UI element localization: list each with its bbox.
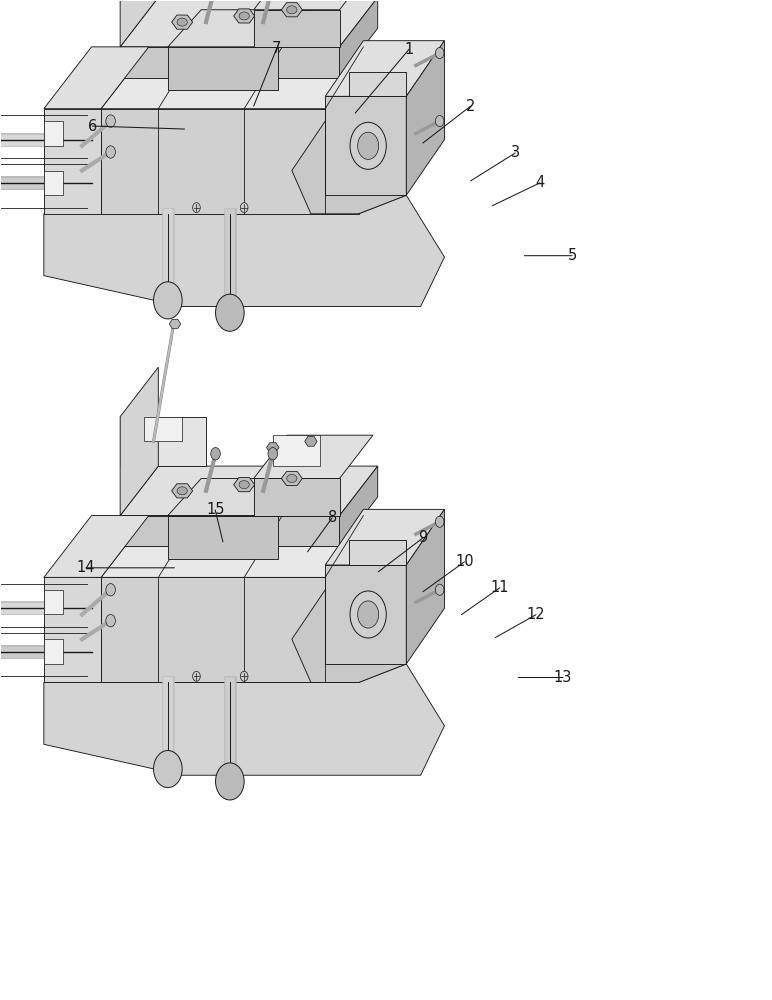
Polygon shape — [101, 516, 406, 577]
Polygon shape — [254, 0, 373, 10]
Text: 7: 7 — [272, 41, 282, 56]
Circle shape — [435, 516, 444, 527]
Circle shape — [357, 601, 378, 628]
Text: 9: 9 — [418, 530, 428, 545]
Polygon shape — [239, 481, 249, 489]
Text: 5: 5 — [567, 248, 577, 263]
Polygon shape — [254, 435, 373, 478]
Polygon shape — [325, 565, 406, 664]
Circle shape — [215, 294, 244, 331]
Polygon shape — [292, 590, 406, 682]
Polygon shape — [44, 577, 101, 682]
Polygon shape — [286, 474, 297, 483]
Polygon shape — [177, 18, 188, 26]
Polygon shape — [144, 417, 182, 441]
Polygon shape — [171, 15, 193, 29]
Polygon shape — [171, 484, 193, 498]
Polygon shape — [44, 516, 149, 577]
Polygon shape — [120, 0, 158, 47]
Polygon shape — [101, 109, 359, 214]
Polygon shape — [44, 121, 63, 146]
Polygon shape — [120, 47, 340, 78]
Text: 12: 12 — [527, 607, 545, 622]
Circle shape — [350, 122, 386, 169]
Text: 11: 11 — [490, 580, 509, 595]
Polygon shape — [325, 96, 406, 195]
Polygon shape — [359, 516, 406, 682]
Text: 2: 2 — [466, 99, 476, 114]
Circle shape — [211, 448, 220, 460]
Circle shape — [240, 671, 248, 681]
Polygon shape — [168, 516, 278, 559]
Polygon shape — [281, 471, 303, 486]
Circle shape — [268, 448, 278, 460]
Circle shape — [106, 146, 115, 158]
Circle shape — [215, 763, 244, 800]
Polygon shape — [169, 319, 181, 328]
Polygon shape — [44, 195, 445, 307]
Polygon shape — [101, 577, 359, 682]
Polygon shape — [234, 478, 255, 492]
Text: 10: 10 — [455, 554, 474, 569]
Text: 8: 8 — [327, 510, 337, 525]
Polygon shape — [349, 540, 406, 565]
Circle shape — [106, 584, 115, 596]
Polygon shape — [120, 367, 158, 516]
Polygon shape — [305, 436, 317, 446]
Polygon shape — [254, 478, 340, 516]
Polygon shape — [168, 478, 311, 516]
Polygon shape — [273, 435, 320, 466]
Polygon shape — [44, 590, 63, 614]
Polygon shape — [281, 3, 303, 17]
Polygon shape — [239, 12, 249, 20]
Polygon shape — [286, 6, 297, 14]
Polygon shape — [44, 109, 101, 214]
Polygon shape — [44, 639, 63, 664]
Circle shape — [435, 584, 444, 595]
Text: 13: 13 — [554, 670, 572, 685]
Polygon shape — [234, 9, 255, 23]
Polygon shape — [359, 47, 406, 214]
Polygon shape — [254, 10, 340, 47]
Circle shape — [350, 591, 386, 638]
Polygon shape — [349, 72, 406, 96]
Text: 6: 6 — [87, 119, 96, 134]
Text: 15: 15 — [206, 502, 225, 517]
Polygon shape — [44, 664, 445, 775]
Circle shape — [154, 282, 182, 319]
Polygon shape — [266, 443, 279, 452]
Polygon shape — [406, 41, 445, 195]
Polygon shape — [325, 41, 445, 96]
Polygon shape — [120, 417, 206, 466]
Circle shape — [435, 47, 444, 59]
Text: 3: 3 — [510, 145, 520, 160]
Circle shape — [154, 751, 182, 788]
Polygon shape — [44, 47, 149, 109]
Polygon shape — [168, 47, 278, 90]
Polygon shape — [101, 47, 406, 109]
Polygon shape — [120, 466, 378, 516]
Circle shape — [357, 132, 378, 159]
Text: 1: 1 — [405, 42, 414, 57]
Text: 4: 4 — [535, 175, 544, 190]
Polygon shape — [340, 0, 378, 78]
Polygon shape — [120, 0, 378, 47]
Polygon shape — [325, 509, 445, 565]
Circle shape — [193, 203, 200, 213]
Polygon shape — [120, 516, 340, 546]
Circle shape — [435, 115, 444, 127]
Polygon shape — [177, 487, 188, 495]
Circle shape — [106, 115, 115, 127]
Polygon shape — [168, 10, 311, 47]
Polygon shape — [340, 466, 378, 546]
Polygon shape — [406, 509, 445, 664]
Circle shape — [193, 671, 200, 681]
Polygon shape — [292, 121, 406, 214]
Text: 14: 14 — [76, 560, 95, 575]
Polygon shape — [44, 171, 63, 195]
Circle shape — [106, 614, 115, 627]
Circle shape — [240, 203, 248, 213]
